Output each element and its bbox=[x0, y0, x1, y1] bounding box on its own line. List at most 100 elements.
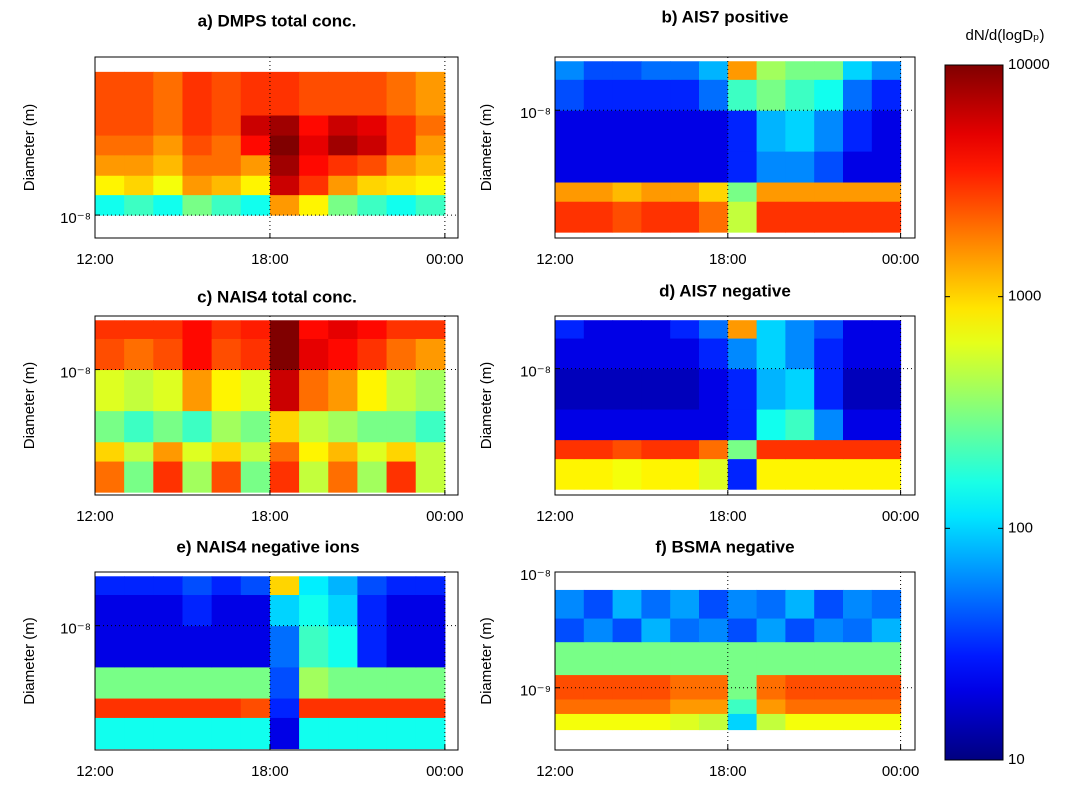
heatmap-cell bbox=[211, 441, 242, 462]
y-axis-label: Diameter (m) bbox=[478, 362, 495, 450]
heatmap-cell bbox=[299, 115, 329, 136]
heatmap-cell bbox=[555, 338, 585, 370]
heatmap-cell bbox=[153, 135, 183, 156]
heatmap-cell bbox=[555, 110, 585, 152]
heatmap-cell bbox=[299, 441, 329, 462]
heatmap-cell bbox=[415, 717, 446, 750]
heatmap-cell bbox=[386, 175, 417, 196]
heatmap-cell bbox=[182, 576, 213, 596]
heatmap-cell bbox=[357, 369, 388, 412]
heatmap-cell bbox=[727, 439, 758, 460]
heatmap-cell bbox=[153, 698, 183, 718]
heatmap-cell bbox=[871, 368, 902, 410]
y-axis-label: Diameter (m) bbox=[21, 362, 38, 450]
heatmap-cell bbox=[670, 61, 700, 80]
heatmap-cell bbox=[415, 594, 446, 627]
heatmap-cell bbox=[843, 110, 873, 152]
heatmap-cell bbox=[555, 182, 585, 202]
heatmap-cell bbox=[415, 194, 446, 216]
heatmap-cell bbox=[583, 439, 614, 460]
heatmap-cell bbox=[386, 594, 417, 627]
heatmap-cell bbox=[670, 439, 700, 460]
heatmap-cell bbox=[699, 182, 729, 202]
heatmap-cell bbox=[612, 439, 642, 460]
heatmap-cell bbox=[583, 368, 614, 410]
heatmap-cell bbox=[299, 410, 329, 443]
heatmap-cell bbox=[240, 194, 271, 216]
heatmap-cell bbox=[843, 320, 873, 339]
heatmap-cell bbox=[670, 110, 700, 152]
panel-title: d) AIS7 negative bbox=[659, 281, 791, 300]
heatmap-cell bbox=[670, 79, 700, 111]
heatmap-cell bbox=[357, 135, 388, 156]
heatmap-cell bbox=[328, 369, 358, 412]
heatmap-cell bbox=[211, 576, 242, 596]
heatmap-cell bbox=[583, 589, 614, 619]
heatmap-cell bbox=[785, 151, 815, 183]
heatmap-cell bbox=[699, 409, 729, 441]
heatmap-cell bbox=[299, 717, 329, 750]
heatmap-cell bbox=[727, 713, 758, 731]
heatmap-cell bbox=[670, 182, 700, 202]
heatmap-cell bbox=[843, 368, 873, 410]
heatmap-cell bbox=[386, 666, 417, 699]
heatmap-cell bbox=[756, 79, 786, 111]
heatmap-cell bbox=[785, 409, 815, 441]
heatmap-cell bbox=[211, 194, 242, 216]
heatmap-cell bbox=[814, 79, 844, 111]
heatmap-cell bbox=[555, 589, 585, 619]
heatmap-cell bbox=[182, 115, 213, 136]
heatmap-cell bbox=[95, 369, 125, 412]
heatmap-cell bbox=[124, 594, 154, 627]
heatmap-cell bbox=[240, 698, 271, 718]
heatmap-cell bbox=[299, 154, 329, 176]
heatmap-cell bbox=[269, 71, 300, 116]
heatmap-cell bbox=[756, 674, 786, 700]
heatmap-cell bbox=[357, 175, 388, 196]
heatmap-cell bbox=[814, 589, 844, 619]
heatmap-cell bbox=[269, 625, 300, 668]
y-tick-label: 10⁻⁹ bbox=[520, 683, 551, 700]
heatmap-cell bbox=[269, 194, 300, 216]
plot-frame bbox=[94, 315, 459, 496]
heatmap-cell bbox=[871, 618, 902, 643]
heatmap-cell bbox=[843, 589, 873, 619]
heatmap-cell bbox=[269, 154, 300, 176]
heatmap-cell bbox=[211, 594, 242, 627]
heatmap-cell bbox=[699, 61, 729, 80]
heatmap-cell bbox=[328, 717, 358, 750]
heatmap-cell bbox=[415, 71, 446, 116]
heatmap-cell bbox=[269, 698, 300, 718]
heatmap-cell bbox=[240, 666, 271, 699]
heatmap-cell bbox=[756, 589, 786, 619]
heatmap-cell bbox=[814, 110, 844, 152]
heatmap-cell bbox=[95, 441, 125, 462]
heatmap-cell bbox=[612, 201, 642, 233]
heatmap-cell bbox=[814, 439, 844, 460]
heatmap-cell bbox=[583, 151, 614, 183]
heatmap-cell bbox=[386, 625, 417, 668]
heatmap-cell bbox=[95, 625, 125, 668]
heatmap-cell bbox=[269, 115, 300, 136]
heatmap-cell bbox=[269, 666, 300, 699]
heatmap-cell bbox=[785, 674, 815, 700]
heatmap-cell bbox=[299, 194, 329, 216]
heatmap-cell bbox=[871, 674, 902, 700]
heatmap-cell bbox=[612, 409, 642, 441]
heatmap-cell bbox=[211, 71, 242, 116]
panel-title: e) NAIS4 negative ions bbox=[176, 537, 359, 556]
heatmap-cell bbox=[871, 61, 902, 80]
colorbar-tick-label: 100 bbox=[1008, 519, 1033, 536]
heatmap-cell bbox=[641, 713, 671, 731]
heatmap-cell bbox=[240, 115, 271, 136]
heatmap-cell bbox=[871, 698, 902, 714]
heatmap-cell bbox=[95, 717, 125, 750]
heatmap-cell bbox=[240, 461, 271, 493]
heatmap-cell bbox=[124, 576, 154, 596]
heatmap-cell bbox=[386, 369, 417, 412]
panel-title: b) AIS7 positive bbox=[662, 7, 789, 26]
heatmap-cell bbox=[182, 71, 213, 116]
heatmap-cell bbox=[124, 320, 154, 339]
plot-frame bbox=[94, 571, 459, 751]
